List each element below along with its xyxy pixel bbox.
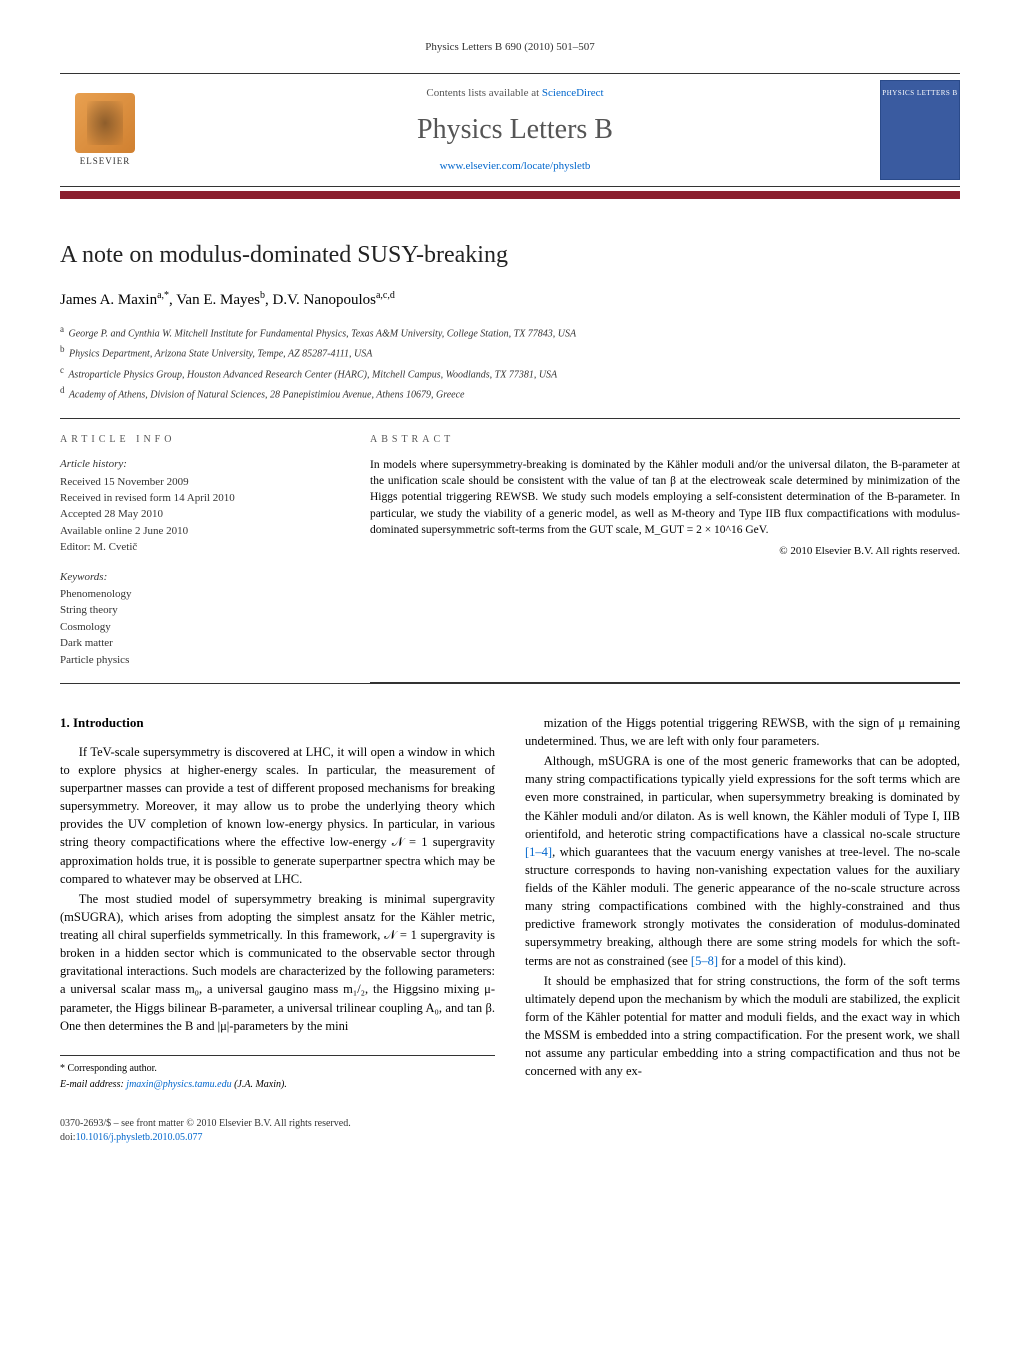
keyword-1: Phenomenology [60,587,330,602]
para-5: It should be emphasized that for string … [525,972,960,1081]
history-revised: Received in revised form 14 April 2010 [60,491,330,506]
abstract-copyright: © 2010 Elsevier B.V. All rights reserved… [370,544,960,559]
corr-email-link[interactable]: jmaxin@physics.tamu.edu [126,1079,231,1090]
journal-name: Physics Letters B [150,110,880,149]
journal-locate-link[interactable]: www.elsevier.com/locate/physletb [440,160,591,172]
ref-link-5-8[interactable]: [5–8] [691,954,718,968]
journal-cover-label: PHYSICS LETTERS B [882,89,957,99]
journal-cover-thumb: PHYSICS LETTERS B [880,80,960,180]
contents-prefix: Contents lists available at [426,87,541,99]
publisher-logo-block: ELSEVIER [60,93,150,168]
history-accepted: Accepted 28 May 2010 [60,507,330,522]
meta-block: ARTICLE INFO Article history: Received 1… [60,418,960,684]
aff-text-a: George P. and Cynthia W. Mitchell Instit… [69,328,577,339]
doi-label: doi: [60,1132,76,1143]
aff-text-b: Physics Department, Arizona State Univer… [69,349,372,360]
doi-link[interactable]: 10.1016/j.physletb.2010.05.077 [76,1132,203,1143]
accent-bar [60,191,960,199]
elsevier-tree-icon [75,93,135,153]
article-info-label: ARTICLE INFO [60,433,330,447]
ref-link-1-4[interactable]: [1–4] [525,845,552,859]
keyword-2: String theory [60,603,330,618]
abstract-text: In models where supersymmetry-breaking i… [370,457,960,537]
banner-center: Contents lists available at ScienceDirec… [150,86,880,174]
history-label: Article history: [60,457,330,472]
author-2: Van E. Mayes [176,292,260,308]
para-3: mization of the Higgs potential triggeri… [525,714,960,750]
affiliation-c: c Astroparticle Physics Group, Houston A… [60,364,960,382]
author-3: D.V. Nanopoulos [273,292,376,308]
sciencedirect-link[interactable]: ScienceDirect [542,87,604,99]
doi-line: doi:10.1016/j.physletb.2010.05.077 [60,1131,960,1145]
aff-text-d: Academy of Athens, Division of Natural S… [69,389,465,400]
article-title: A note on modulus-dominated SUSY-breakin… [60,239,960,273]
journal-banner: ELSEVIER Contents lists available at Sci… [60,73,960,187]
affiliation-a: a George P. and Cynthia W. Mitchell Inst… [60,323,960,341]
para-4: Although, mSUGRA is one of the most gene… [525,752,960,970]
aff-text-c: Astroparticle Physics Group, Houston Adv… [68,369,557,380]
corr-email-name: (J.A. Maxin). [234,1079,287,1090]
publisher-label: ELSEVIER [80,155,131,168]
author-2-aff: b [260,290,265,301]
affiliation-b: b Physics Department, Arizona State Univ… [60,343,960,361]
para-4-text: Although, mSUGRA is one of the most gene… [525,754,960,967]
corr-email-line: E-mail address: jmaxin@physics.tamu.edu … [60,1078,495,1093]
para-1: If TeV-scale supersymmetry is discovered… [60,743,495,888]
corresponding-author: * Corresponding author. [60,1062,495,1077]
keyword-3: Cosmology [60,620,330,635]
abstract-block: ABSTRACT In models where supersymmetry-b… [370,433,960,683]
issn-line: 0370-2693/$ – see front matter © 2010 El… [60,1117,960,1131]
abstract-label: ABSTRACT [370,433,960,447]
locate-line: www.elsevier.com/locate/physletb [150,159,880,174]
keyword-5: Particle physics [60,653,330,668]
aff-key-c: c [60,365,64,375]
page-footer: 0370-2693/$ – see front matter © 2010 El… [60,1117,960,1145]
email-label: E-mail address: [60,1079,124,1090]
keywords-label: Keywords: [60,570,330,585]
history-online: Available online 2 June 2010 [60,524,330,539]
author-1: James A. Maxin [60,292,157,308]
article-info: ARTICLE INFO Article history: Received 1… [60,433,330,669]
aff-key-d: d [60,385,65,395]
running-header: Physics Letters B 690 (2010) 501–507 [60,40,960,55]
footnotes: * Corresponding author. E-mail address: … [60,1055,495,1093]
affiliations: a George P. and Cynthia W. Mitchell Inst… [60,323,960,402]
aff-key-a: a [60,324,64,334]
authors-line: James A. Maxina,*, Van E. Mayesb, D.V. N… [60,289,960,311]
affiliation-d: d Academy of Athens, Division of Natural… [60,384,960,402]
para-2: The most studied model of supersymmetry … [60,890,495,1035]
history-received: Received 15 November 2009 [60,475,330,490]
article-body: 1. Introduction If TeV-scale supersymmet… [60,714,960,1093]
author-1-aff-text: a,* [157,290,169,301]
aff-key-b: b [60,344,65,354]
author-3-aff: a,c,d [376,290,395,301]
section-heading-intro: 1. Introduction [60,714,495,733]
keyword-4: Dark matter [60,636,330,651]
author-1-aff: a,* [157,290,169,301]
history-editor: Editor: M. Cvetič [60,540,330,555]
contents-line: Contents lists available at ScienceDirec… [150,86,880,101]
